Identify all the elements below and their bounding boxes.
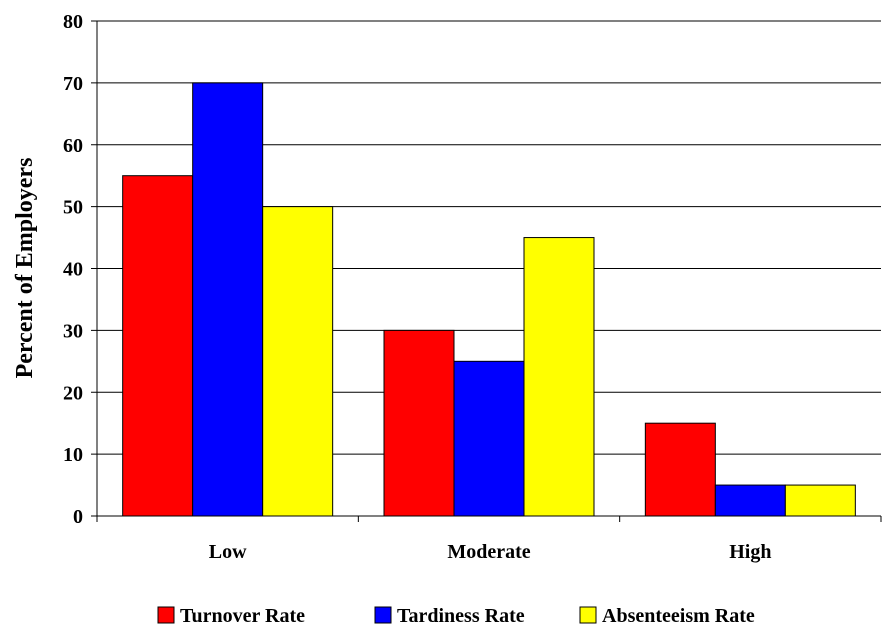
x-category-labels: Low Moderate High	[209, 541, 772, 563]
bar-low-absenteeism-rate	[262, 206, 334, 517]
bar-moderate-tardiness-rate	[453, 360, 525, 517]
legend-swatch-tardiness-rate	[374, 606, 392, 624]
y-tick-label-0: 0	[73, 506, 83, 528]
bar-moderate-turnover-rate	[383, 329, 455, 517]
legend-label-tardiness-rate: Tardiness Rate	[397, 605, 525, 627]
y-tick-label-80: 80	[63, 11, 83, 33]
y-tick-label-20: 20	[63, 382, 83, 404]
y-tick-label-40: 40	[63, 259, 83, 281]
y-tick-label-50: 50	[63, 197, 83, 219]
bar-low-tardiness-rate	[192, 82, 264, 517]
bar-high-turnover-rate	[644, 422, 716, 517]
x-category-label-high: High	[729, 541, 771, 563]
y-tick-label-70: 70	[63, 73, 83, 95]
bar-moderate-absenteeism-rate	[523, 237, 595, 517]
y-tick-label-30: 30	[63, 320, 83, 342]
legend-swatch-absenteeism-rate	[579, 606, 597, 624]
x-category-label-moderate: Moderate	[447, 541, 530, 563]
y-tick-label-10: 10	[63, 444, 83, 466]
bar-low-turnover-rate	[122, 175, 194, 517]
y-tick-labels: 0 10 20 30 40 50 60 70 80	[63, 11, 83, 528]
y-tick-label-60: 60	[63, 135, 83, 157]
x-category-label-low: Low	[209, 541, 247, 563]
legend: Turnover Rate Tardiness Rate Absenteeism R…	[157, 605, 755, 627]
bar-high-absenteeism-rate	[784, 484, 856, 517]
legend-swatch-turnover-rate	[157, 606, 175, 624]
legend-label-absenteeism-rate: Absenteeism Rate	[602, 605, 755, 627]
axes	[91, 20, 882, 522]
bar-high-tardiness-rate	[714, 484, 786, 517]
legend-label-turnover-rate: Turnover Rate	[180, 605, 305, 627]
bars	[122, 82, 856, 517]
y-axis-title: Percent of Employers	[12, 158, 38, 379]
